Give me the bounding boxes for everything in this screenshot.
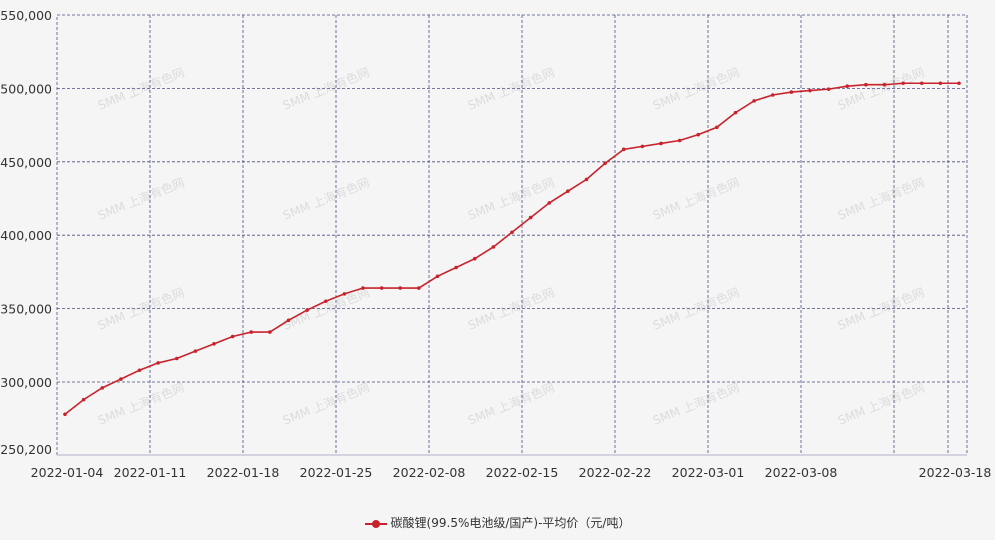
x-tick-label: 2022-02-15: [486, 465, 559, 480]
data-point: [361, 286, 365, 290]
x-tick-label: 2022-02-22: [579, 465, 652, 480]
data-point: [715, 125, 719, 130]
data-point: [435, 274, 440, 279]
y-axis: 550,000 500,000 450,000 400,000 350,000 300,0…: [0, 8, 52, 457]
data-point: [193, 349, 198, 353]
data-point: [919, 81, 924, 86]
y-tick-label: 250,200: [0, 442, 52, 457]
data-point: [547, 201, 552, 205]
data-point: [81, 397, 86, 402]
x-tick-label: 2022-01-04: [31, 465, 104, 480]
y-tick-label: 500,000: [0, 81, 52, 96]
data-point: [268, 330, 272, 334]
data-point: [957, 81, 961, 86]
legend[interactable]: 碳酸锂(99.5%电池级/国产)-平均价（元/吨）: [0, 514, 995, 531]
x-tick-label: 2022-03-01: [672, 465, 745, 480]
grid: [56, 14, 968, 456]
data-point: [174, 356, 179, 361]
data-point: [63, 412, 67, 417]
data-point: [156, 361, 160, 365]
data-point: [882, 82, 887, 87]
data-point: [826, 87, 831, 91]
data-point: [305, 308, 309, 312]
data-point: [342, 292, 347, 296]
watermark-text: SMM 上海有色网: [466, 174, 557, 222]
data-point: [137, 368, 142, 373]
x-axis: 2022-01-04 2022-01-11 2022-01-18 2022-01-25…: [31, 465, 992, 480]
data-point: [510, 230, 514, 235]
data-point: [491, 245, 496, 249]
data-point: [323, 299, 328, 304]
watermark-text: SMM 上海有色网: [836, 174, 927, 222]
x-tick-label: 2022-01-25: [300, 465, 373, 480]
y-tick-label: 350,000: [0, 302, 52, 317]
watermark-text: SMM 上海有色网: [651, 174, 742, 222]
data-point: [677, 138, 682, 143]
data-point: [808, 88, 812, 93]
y-tick-label: 300,000: [0, 375, 52, 390]
data-point: [566, 189, 570, 193]
watermark-text: SMM 上海有色网: [651, 379, 742, 427]
data-point: [659, 141, 663, 146]
data-point: [789, 90, 794, 94]
y-tick-label: 400,000: [0, 228, 52, 243]
y-tick-label: 450,000: [0, 155, 52, 170]
legend-swatch-icon: [364, 519, 387, 529]
data-point: [230, 334, 235, 339]
x-tick-label: 2022-01-11: [114, 465, 187, 480]
x-tick-label: 2022-01-18: [207, 465, 280, 480]
data-point: [212, 342, 216, 346]
data-point: [733, 110, 738, 115]
data-point: [454, 265, 458, 270]
data-point: [472, 256, 477, 261]
series-line: [63, 81, 961, 417]
data-point: [938, 81, 943, 86]
watermark-text: SMM 上海有色网: [836, 379, 927, 427]
data-point: [417, 286, 421, 290]
data-point: [901, 81, 905, 86]
x-tick-label: 2022-03-08: [765, 465, 838, 480]
data-point: [603, 161, 607, 166]
data-point: [621, 147, 626, 152]
x-tick-label: 2022-02-08: [393, 465, 466, 480]
data-point: [752, 99, 756, 103]
watermark-text: SMM 上海有色网: [281, 379, 372, 427]
data-point: [864, 82, 868, 87]
data-point: [640, 144, 645, 149]
watermark-layer: SMM 上海有色网 SMM 上海有色网 SMM 上海有色网 SMM 上海有色网 SMM …: [96, 64, 927, 427]
series-line-path: [64, 82, 959, 415]
data-point: [249, 330, 254, 334]
data-point: [100, 386, 105, 390]
data-point: [528, 215, 533, 220]
data-point: [584, 177, 589, 182]
data-point: [286, 318, 291, 323]
data-point: [119, 377, 123, 381]
x-tick-label: 2022-03-18: [919, 465, 992, 480]
watermark-text: SMM 上海有色网: [96, 379, 187, 427]
watermark-text: SMM 上海有色网: [281, 174, 372, 222]
y-tick-label: 550,000: [0, 8, 52, 23]
data-point: [770, 93, 775, 97]
data-point: [379, 286, 384, 290]
watermark-text: SMM 上海有色网: [96, 174, 187, 222]
legend-label: 碳酸锂(99.5%电池级/国产)-平均价（元/吨）: [390, 516, 631, 530]
data-point: [696, 132, 701, 137]
data-point: [845, 84, 850, 88]
data-point: [398, 286, 403, 290]
watermark-text: SMM 上海有色网: [466, 379, 557, 427]
